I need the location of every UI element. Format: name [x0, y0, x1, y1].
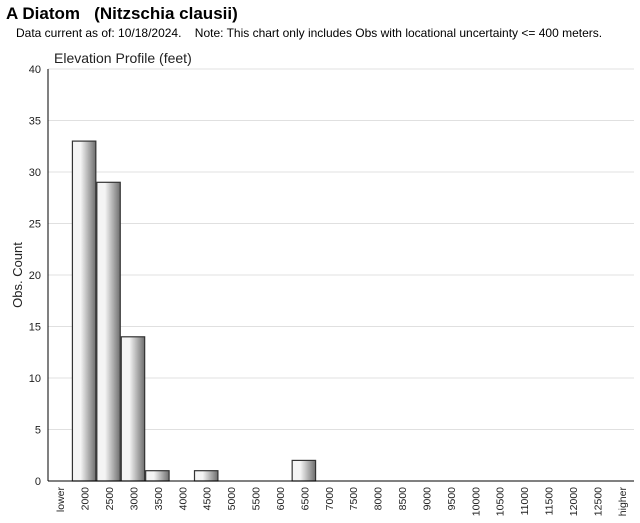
x-tick-label: 6500 [299, 487, 311, 511]
y-axis-label: Obs. Count [10, 242, 25, 308]
y-tick-label: 5 [35, 425, 41, 437]
x-tick-label: 9500 [446, 487, 458, 511]
y-tick-label: 25 [29, 219, 41, 231]
x-tick-label: 2000 [80, 487, 92, 511]
x-tick-label: 10500 [495, 487, 507, 516]
y-tick-label: 40 [29, 64, 41, 76]
x-tick-label: 7000 [324, 487, 336, 511]
x-tick-label: 4500 [202, 487, 214, 511]
y-tick-label: 15 [29, 322, 41, 334]
x-tick-label: lower [55, 486, 67, 512]
axes [47, 69, 634, 482]
bar-3000 [120, 336, 146, 482]
x-tick-label: 12000 [568, 487, 580, 516]
y-tick-label: 30 [29, 167, 41, 179]
x-tick-label: 5000 [226, 487, 238, 511]
x-tick-label: 9000 [421, 487, 433, 511]
chart-title: Elevation Profile (feet) [54, 50, 192, 66]
x-tick-label: 11000 [519, 487, 531, 516]
x-tick-label: 7500 [348, 487, 360, 511]
y-tick-label: 10 [29, 373, 41, 385]
x-tick-label: 5500 [251, 487, 263, 511]
y-tick-labels: 0 5 10 15 20 25 30 35 40 [29, 64, 41, 488]
page-title: A Diatom (Nitzschia clausii) [6, 4, 238, 23]
y-tick-label: 35 [29, 116, 41, 128]
x-tick-label: 8000 [373, 487, 385, 511]
x-tick-label: 10000 [470, 487, 482, 516]
x-tick-labels: lower 2000 2500 3000 3500 4000 4500 5000 5500 600… [55, 486, 629, 516]
x-tick-label: 12500 [592, 487, 604, 516]
x-tick-label: 3000 [128, 487, 140, 511]
bar-4500 [193, 470, 219, 482]
x-tick-label: 2500 [104, 487, 116, 511]
bar-3500 [145, 470, 170, 482]
x-tick-label: 4000 [177, 487, 189, 511]
bar-2000 [71, 140, 97, 482]
x-tick-label: 11500 [544, 487, 556, 516]
grid-lines [48, 68, 634, 430]
data-note: Data current as of: 10/18/2024. Note: Th… [16, 26, 603, 40]
bars [71, 140, 317, 482]
y-tick-label: 20 [29, 270, 41, 282]
x-tick-label: 6000 [275, 487, 287, 511]
bar-2500 [96, 181, 121, 482]
bar-6500 [291, 459, 317, 482]
x-tick-label: higher [617, 487, 629, 517]
x-tick-label: 3500 [153, 487, 165, 511]
x-tick-label: 8500 [397, 487, 409, 511]
y-tick-label: 0 [35, 476, 41, 488]
